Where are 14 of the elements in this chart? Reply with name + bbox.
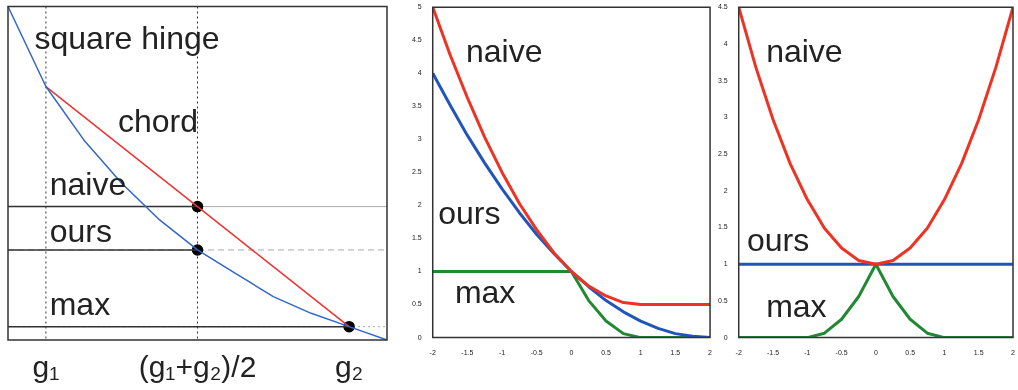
x-tick-label: g₁ <box>32 350 60 384</box>
x-tick-label: (g₁+g₂)/2 <box>138 350 257 384</box>
series-label: chord <box>117 103 198 140</box>
series-label: ours <box>438 195 501 232</box>
series-label: max <box>454 274 516 311</box>
series-label: naive <box>766 33 843 70</box>
ref-line-label: ours <box>49 213 112 250</box>
series-label: max <box>766 287 827 324</box>
ref-line-label: naive <box>49 166 127 203</box>
x-tick-label: g₂ <box>334 350 364 384</box>
series-label: ours <box>746 221 810 258</box>
series-label: square hinge <box>34 19 220 56</box>
ref-line-label: max <box>49 286 111 323</box>
series-label: naive <box>466 33 543 70</box>
